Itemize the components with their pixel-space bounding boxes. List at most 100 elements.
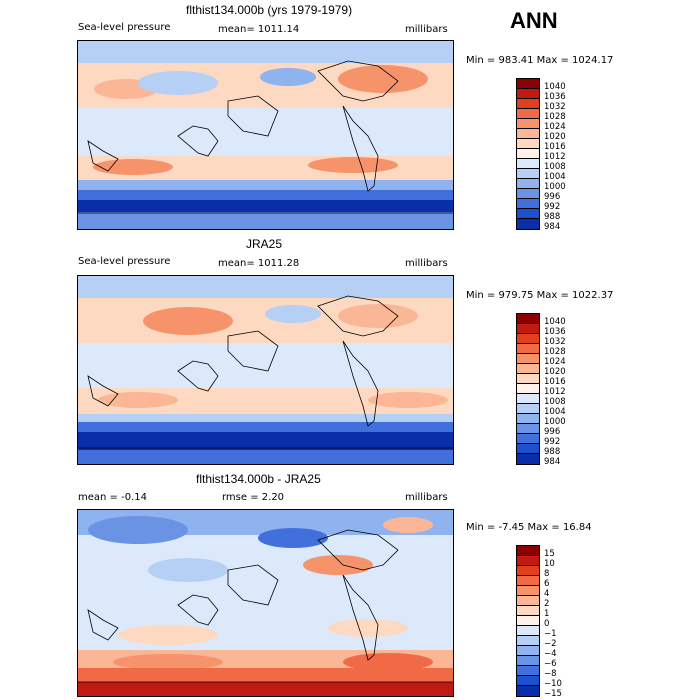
colorbar-level-label: −4 bbox=[544, 649, 557, 659]
colorbar-level-label: 6 bbox=[544, 579, 550, 589]
colorbar-level-label: 996 bbox=[544, 427, 561, 437]
colorbar-level-label: 1036 bbox=[544, 92, 566, 102]
colorbar-swatch bbox=[517, 159, 539, 169]
colorbar-swatch bbox=[517, 149, 539, 159]
colorbar-level-label: 1020 bbox=[544, 367, 566, 377]
colorbar-level-label: 1000 bbox=[544, 182, 566, 192]
colorbar-swatch bbox=[517, 394, 539, 404]
colorbar-level-label: 1020 bbox=[544, 132, 566, 142]
colorbar-swatch bbox=[517, 199, 539, 209]
colorbar-level-label: 1040 bbox=[544, 317, 566, 327]
panel1-title: flthist134.000b (yrs 1979-1979) bbox=[186, 3, 353, 17]
colorbar-swatch bbox=[517, 139, 539, 149]
colorbar-swatch bbox=[517, 676, 539, 686]
colorbar-level-label: 1036 bbox=[544, 327, 566, 337]
colorbar-level-label: −1 bbox=[544, 629, 557, 639]
colorbar-level-label: 1024 bbox=[544, 122, 566, 132]
colorbar-swatch bbox=[517, 566, 539, 576]
colorbar-level-label: −6 bbox=[544, 659, 557, 669]
colorbar-level-label: 1016 bbox=[544, 142, 566, 152]
colorbar-level-label: 1024 bbox=[544, 357, 566, 367]
colorbar-level-label: 1008 bbox=[544, 397, 566, 407]
colorbar-level-label: 1004 bbox=[544, 172, 566, 182]
colorbar-swatch bbox=[517, 586, 539, 596]
panel2-colorbar bbox=[516, 313, 540, 465]
colorbar-swatch bbox=[517, 454, 539, 464]
colorbar-swatch bbox=[517, 576, 539, 586]
panel1-units: millibars bbox=[405, 24, 448, 35]
panel3-map bbox=[77, 509, 454, 697]
colorbar-level-label: 0 bbox=[544, 619, 550, 629]
colorbar-swatch bbox=[517, 374, 539, 384]
colorbar-swatch bbox=[517, 129, 539, 139]
colorbar-swatch bbox=[517, 324, 539, 334]
colorbar-level-label: −8 bbox=[544, 669, 557, 679]
colorbar-level-label: 992 bbox=[544, 202, 561, 212]
colorbar-level-label: 15 bbox=[544, 549, 555, 559]
colorbar-level-label: 988 bbox=[544, 212, 561, 222]
colorbar-swatch bbox=[517, 354, 539, 364]
colorbar-level-label: 1012 bbox=[544, 152, 566, 162]
colorbar-swatch bbox=[517, 546, 539, 556]
colorbar-level-label: 1032 bbox=[544, 102, 566, 112]
colorbar-level-label: 988 bbox=[544, 447, 561, 457]
panel2-units: millibars bbox=[405, 258, 448, 269]
panel1-field bbox=[78, 41, 453, 229]
panel3-mean: mean = -0.14 bbox=[78, 492, 147, 503]
colorbar-level-label: 1040 bbox=[544, 82, 566, 92]
colorbar-swatch bbox=[517, 556, 539, 566]
colorbar-swatch bbox=[517, 404, 539, 414]
colorbar-swatch bbox=[517, 99, 539, 109]
colorbar-swatch bbox=[517, 364, 539, 374]
panel3-field bbox=[78, 510, 453, 696]
panel3-units: millibars bbox=[405, 492, 448, 503]
colorbar-swatch bbox=[517, 119, 539, 129]
colorbar-swatch bbox=[517, 314, 539, 324]
colorbar-swatch bbox=[517, 606, 539, 616]
colorbar-swatch bbox=[517, 344, 539, 354]
colorbar-swatch bbox=[517, 219, 539, 229]
colorbar-swatch bbox=[517, 89, 539, 99]
colorbar-swatch bbox=[517, 626, 539, 636]
colorbar-level-label: 1000 bbox=[544, 417, 566, 427]
colorbar-swatch bbox=[517, 686, 539, 696]
panel2-field bbox=[78, 276, 453, 464]
colorbar-swatch bbox=[517, 414, 539, 424]
colorbar-swatch bbox=[517, 179, 539, 189]
colorbar-level-label: 8 bbox=[544, 569, 550, 579]
colorbar-level-label: 1012 bbox=[544, 387, 566, 397]
colorbar-swatch bbox=[517, 109, 539, 119]
panel2-title: JRA25 bbox=[246, 237, 283, 251]
colorbar-level-label: 10 bbox=[544, 559, 555, 569]
colorbar-swatch bbox=[517, 169, 539, 179]
panel1-variable: Sea-level pressure bbox=[78, 22, 171, 33]
colorbar-level-label: 1016 bbox=[544, 377, 566, 387]
colorbar-level-label: −10 bbox=[544, 679, 562, 689]
panel3-minmax: Min = -7.45 Max = 16.84 bbox=[466, 522, 592, 533]
colorbar-swatch bbox=[517, 209, 539, 219]
colorbar-level-label: 992 bbox=[544, 437, 561, 447]
panel3-title: flthist134.000b - JRA25 bbox=[196, 472, 321, 486]
colorbar-swatch bbox=[517, 444, 539, 454]
panel3-rmse: rmse = 2.20 bbox=[222, 492, 285, 503]
panel2-variable: Sea-level pressure bbox=[78, 256, 171, 267]
colorbar-swatch bbox=[517, 424, 539, 434]
colorbar-swatch bbox=[517, 616, 539, 626]
colorbar-level-label: 1008 bbox=[544, 162, 566, 172]
colorbar-level-label: 1028 bbox=[544, 112, 566, 122]
colorbar-level-label: 984 bbox=[544, 457, 561, 467]
colorbar-level-label: 1004 bbox=[544, 407, 566, 417]
colorbar-swatch bbox=[517, 189, 539, 199]
panel2-mean: mean= 1011.28 bbox=[218, 258, 300, 269]
colorbar-swatch bbox=[517, 334, 539, 344]
panel1-map bbox=[77, 40, 454, 230]
panel2-minmax: Min = 979.75 Max = 1022.37 bbox=[466, 290, 614, 301]
colorbar-swatch bbox=[517, 384, 539, 394]
colorbar-swatch bbox=[517, 79, 539, 89]
colorbar-level-label: −15 bbox=[544, 689, 562, 699]
colorbar-level-label: 1 bbox=[544, 609, 550, 619]
colorbar-swatch bbox=[517, 596, 539, 606]
panel1-mean: mean= 1011.14 bbox=[218, 24, 300, 35]
panel1-minmax: Min = 983.41 Max = 1024.17 bbox=[466, 55, 614, 66]
colorbar-swatch bbox=[517, 656, 539, 666]
